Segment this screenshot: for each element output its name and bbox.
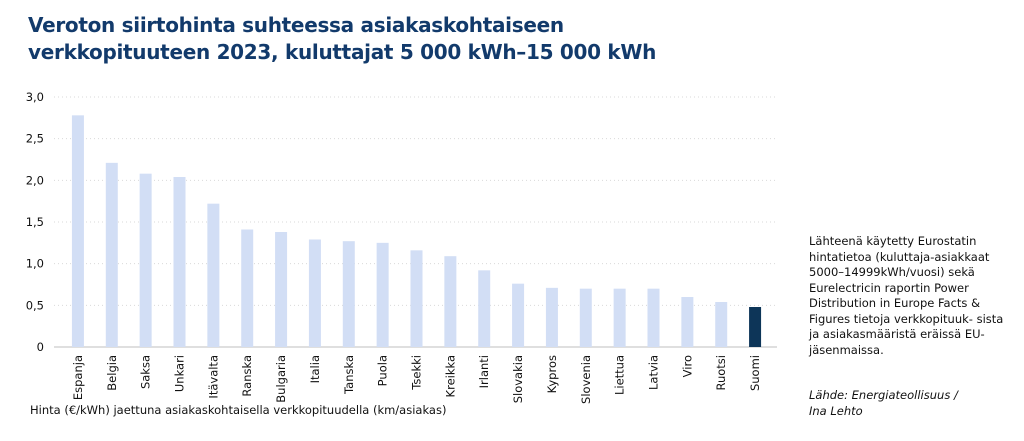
y-tick-label: 1,5 — [26, 215, 44, 229]
x-tick-label: Kypros — [545, 355, 559, 393]
x-tick-label: Kreikka — [443, 355, 457, 397]
bar-ruotsi — [715, 302, 728, 347]
bar-liettua — [613, 288, 626, 347]
x-tick-label: Slovenia — [579, 355, 593, 404]
y-axis-ticks: 0 0,5 1,0 1,5 2,0 2,5 3,0 — [26, 90, 44, 354]
chart-title-line-1: Veroton siirtohinta suhteessa asiakaskoh… — [28, 13, 564, 37]
bar-unkari — [173, 177, 186, 347]
bar-viro — [681, 297, 694, 347]
x-tick-label: Unkari — [173, 355, 187, 392]
y-tick-label: 1,0 — [26, 257, 44, 271]
bar-kreikka — [444, 256, 457, 347]
x-tick-label: Espanja — [71, 355, 85, 400]
bar-suomi — [749, 307, 762, 347]
bar-italia — [308, 239, 321, 347]
bar-irlanti — [478, 270, 491, 347]
x-tick-label: Itävalta — [206, 355, 220, 399]
bar-kypros — [545, 287, 558, 347]
y-tick-label: 3,0 — [26, 90, 44, 104]
x-tick-label: Slovakia — [511, 355, 525, 403]
bars — [71, 115, 762, 347]
x-tick-label: Tsekki — [410, 355, 424, 391]
x-axis-ticks: Espanja Belgia Saksa Unkari Itävalta Ranska Bu… — [71, 355, 762, 404]
x-tick-label: Ranska — [240, 355, 254, 397]
x-tick-label: Belgia — [105, 355, 119, 391]
bar-itävalta — [207, 203, 220, 347]
side-note: Lähteenä käytetty Eurostatin hintatietoa… — [809, 234, 1004, 357]
bar-puola — [376, 242, 389, 347]
bar-ranska — [241, 229, 254, 347]
x-tick-label: Suomi — [748, 355, 762, 391]
x-tick-label: Latvia — [647, 355, 661, 390]
bar-tanska — [342, 241, 355, 347]
chart-title: Veroton siirtohinta suhteessa asiakaskoh… — [28, 12, 788, 66]
x-axis-label: Hinta (€/kWh) jaettuna asiakaskohtaisell… — [30, 403, 447, 417]
bar-slovakia — [512, 283, 525, 347]
x-tick-label: Saksa — [139, 355, 153, 389]
x-tick-label: Italia — [308, 355, 322, 383]
bar-bulgaria — [275, 232, 288, 347]
y-tick-label: 0,5 — [26, 298, 44, 312]
x-tick-label: Bulgaria — [274, 355, 288, 403]
bar-espanja — [71, 115, 84, 347]
bar-latvia — [647, 288, 660, 347]
source-line-1: Lähde: Energiateollisuus / — [809, 388, 958, 402]
bar-tsekki — [410, 250, 423, 347]
x-tick-label: Viro — [680, 355, 694, 377]
bar-chart: 0 0,5 1,0 1,5 2,0 2,5 3,0 Espanja Belgia Saksa Un… — [26, 90, 777, 404]
chart-title-line-2: verkkopituuteen 2023, kuluttajat 5 000 k… — [28, 40, 657, 64]
x-tick-label: Liettua — [613, 355, 627, 395]
x-tick-label: Tanska — [342, 355, 356, 395]
y-tick-label: 2,5 — [26, 132, 44, 146]
source-line-2: Ina Lehto — [809, 403, 863, 418]
bar-saksa — [139, 173, 152, 347]
bar-slovenia — [579, 288, 592, 347]
y-tick-label: 2,0 — [26, 173, 44, 187]
x-tick-label: Ruotsi — [714, 355, 728, 391]
y-tick-label: 0 — [37, 340, 44, 354]
bar-belgia — [105, 162, 118, 347]
x-tick-label: Irlanti — [477, 355, 491, 388]
source-credit: Lähde: Energiateollisuus / Ina Lehto — [809, 388, 1014, 419]
x-tick-label: Puola — [376, 355, 390, 386]
